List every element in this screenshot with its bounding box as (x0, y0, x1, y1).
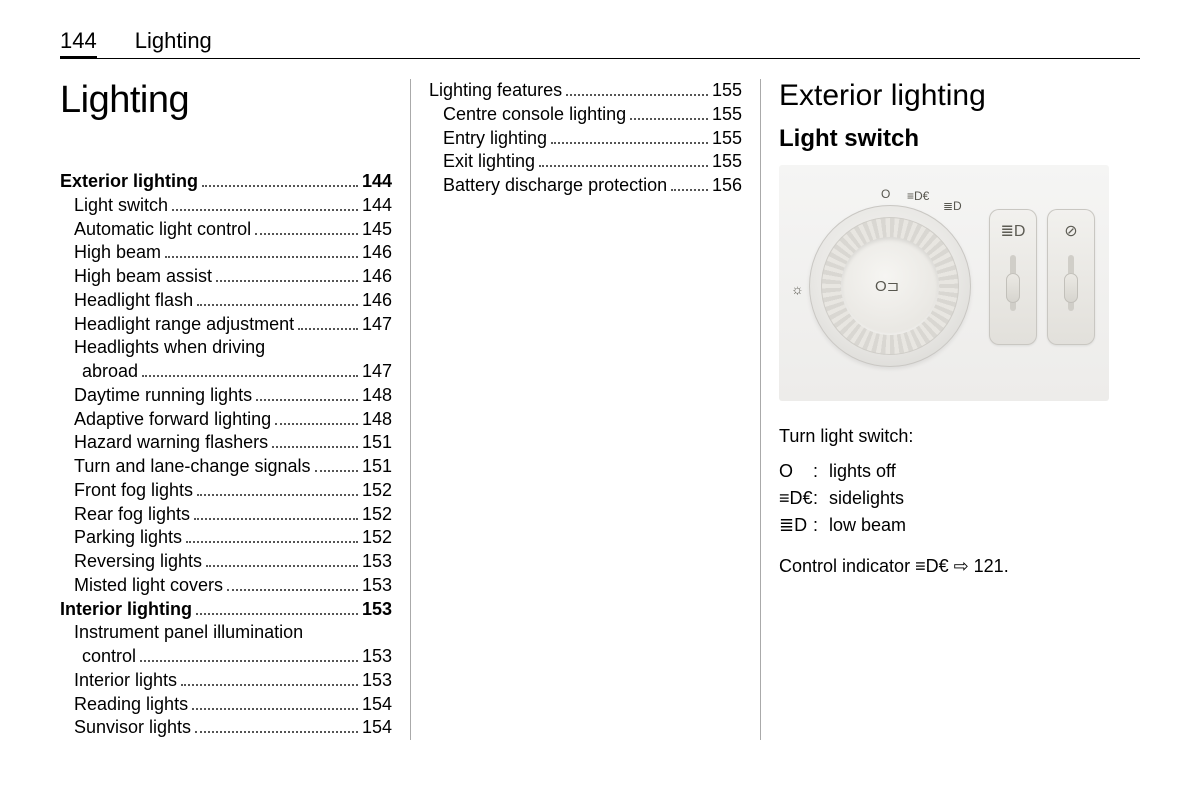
intro-text: Turn light switch: (779, 423, 1092, 450)
toc-entry: Hazard warning flashers151 (60, 431, 392, 455)
rotary-dial: O ≡D€ ≣D ☼ O⊐ (809, 205, 971, 367)
page-title: Lighting (60, 79, 392, 122)
toc-entry: control153 (60, 645, 392, 669)
column-3: Exterior lighting Light switch O ≡D€ ≣D … (760, 79, 1110, 740)
toc-entry: Parking lights152 (60, 526, 392, 550)
page-header: 144 Lighting (60, 28, 1140, 59)
toc-entry: Centre console lighting155 (429, 103, 742, 127)
control-indicator-text: Control indicator ≡D€ ⇨ 121. (779, 553, 1092, 580)
toc-entry: Headlight range adjustment147 (60, 313, 392, 337)
dial-center-icon: O⊐ (875, 277, 899, 295)
definition-row: ≡D€:sidelights (779, 485, 1092, 512)
definition-row: ≣D:low beam (779, 512, 1092, 539)
toc-entry: Headlight flash146 (60, 289, 392, 313)
column-1: Lighting Exterior lighting144Light switc… (60, 79, 410, 740)
toc-entry: abroad147 (60, 360, 392, 384)
chapter-title: Lighting (135, 28, 212, 54)
toc-entry: Battery discharge protection156 (429, 174, 742, 198)
toc-entry: Reversing lights153 (60, 550, 392, 574)
toc-entry: Sunvisor lights154 (60, 716, 392, 740)
thumbwheel-left: ≣D (989, 209, 1037, 345)
toc-entry: High beam146 (60, 241, 392, 265)
toc-entry: Light switch144 (60, 194, 392, 218)
toc-entry: Automatic light control145 (60, 218, 392, 242)
toc-entry: Rear fog lights152 (60, 503, 392, 527)
dial-mark-off: O (881, 187, 890, 201)
toc-entry: High beam assist146 (60, 265, 392, 289)
dial-mark-brightness-icon: ☼ (791, 281, 804, 297)
toc-entry: Lighting features155 (429, 79, 742, 103)
thumbwheel-left-icon: ≣D (1001, 221, 1026, 241)
toc-entry: Turn and lane-change signals151 (60, 455, 392, 479)
page-number: 144 (60, 28, 97, 59)
thumbwheel-right: ⊘ (1047, 209, 1095, 345)
toc-entry: Exit lighting155 (429, 150, 742, 174)
thumbwheel-right-icon: ⊘ (1064, 221, 1077, 241)
subsection-heading: Light switch (779, 125, 1092, 153)
toc-column-2: Lighting features155Centre console light… (429, 79, 742, 198)
toc-entry: Daytime running lights148 (60, 384, 392, 408)
toc-entry: Reading lights154 (60, 693, 392, 717)
toc-entry: Misted light covers153 (60, 574, 392, 598)
toc-entry: Exterior lighting144 (60, 170, 392, 194)
toc-entry: Instrument panel illumination (60, 621, 392, 645)
dial-mark-low: ≣D (943, 199, 962, 213)
toc-entry: Front fog lights152 (60, 479, 392, 503)
section-heading: Exterior lighting (779, 79, 1092, 113)
dial-mark-side: ≡D€ (907, 189, 929, 203)
column-2: Lighting features155Centre console light… (410, 79, 760, 740)
light-switch-figure: O ≡D€ ≣D ☼ O⊐ ≣D ⊘ (779, 165, 1109, 401)
definition-row: O:lights off (779, 458, 1092, 485)
toc-entry: Entry lighting155 (429, 127, 742, 151)
toc-entry: Interior lighting153 (60, 598, 392, 622)
toc-entry: Adaptive forward lighting148 (60, 408, 392, 432)
definitions-list: O:lights off≡D€:sidelights≣D:low beam (779, 458, 1092, 539)
toc-entry: Interior lights153 (60, 669, 392, 693)
toc-column-1: Exterior lighting144Light switch144Autom… (60, 170, 392, 740)
toc-entry: Headlights when driving (60, 336, 392, 360)
